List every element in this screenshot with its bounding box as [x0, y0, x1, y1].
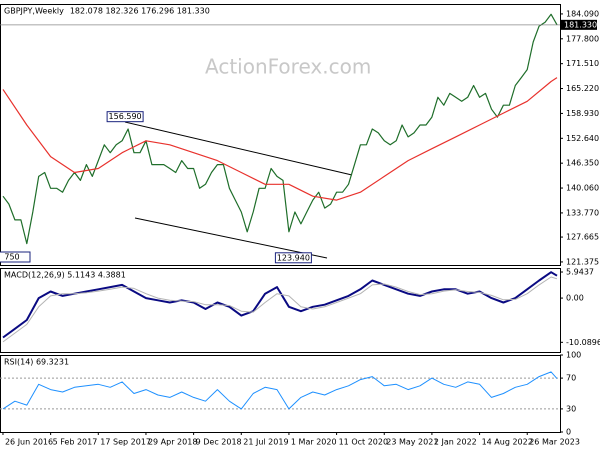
series-line [2, 271, 558, 339]
x-tick-label: 11 Oct 2020 [339, 438, 388, 447]
watermark: ActionForex.com [205, 55, 371, 79]
x-tick-label: 26 Mar 2023 [529, 438, 580, 447]
series-line [2, 371, 558, 410]
last-price-label: 181.330 [564, 20, 597, 29]
series-line [2, 276, 558, 343]
x-tick-label: 14 Aug 2022 [482, 438, 533, 447]
x-tick-label: 29 Apr 2018 [148, 438, 197, 447]
annotation-box [0, 251, 31, 263]
y-tick-label: 184.090 [566, 9, 599, 18]
panel-frame [0, 355, 561, 433]
panel-title: MACD(12,26,9) 5.1143 4.3881 [4, 271, 126, 280]
annotation-label: 750 [4, 253, 19, 262]
y-tick-label: 158.930 [566, 109, 599, 118]
y-tick-label: 5.9437 [566, 268, 594, 277]
y-tick-label: 152.640 [566, 134, 599, 143]
y-tick-label: 100 [566, 351, 581, 360]
x-tick-label: 17 Sep 2017 [100, 438, 151, 447]
panel-subtitle: 182.078 182.326 176.296 181.330 [70, 7, 210, 16]
y-tick-label: 30 [566, 404, 576, 413]
annotation-label: 123.940 [277, 253, 310, 262]
channel-lower [134, 217, 328, 259]
y-tick-label: 146.350 [566, 159, 599, 168]
y-tick-label: 121.375 [566, 257, 599, 266]
panel-title: GBPJPY,Weekly [4, 7, 64, 16]
y-tick-label: 70 [566, 374, 576, 383]
x-tick-label: 21 Jul 2019 [243, 438, 288, 447]
annotation-label: 156.590 [109, 112, 142, 121]
y-tick-label: -10.0896 [566, 338, 600, 347]
channel-upper [124, 121, 353, 176]
y-tick-label: 165.220 [566, 84, 599, 93]
y-tick-label: 0 [566, 428, 571, 437]
last-price-box [561, 19, 597, 30]
panel-title: RSI(14) 69.3231 [4, 358, 69, 367]
x-tick-label: 23 May 2021 [386, 438, 438, 447]
y-tick-label: 140.060 [566, 184, 599, 193]
x-tick-label: 9 Dec 2018 [196, 438, 242, 447]
y-tick-label: 127.665 [566, 233, 599, 242]
annotation-box [106, 111, 144, 123]
panel-frame [0, 4, 561, 266]
x-tick-label: 1 Mar 2020 [291, 438, 337, 447]
y-tick-label: 171.510 [566, 59, 599, 68]
x-tick-label: 5 Feb 2017 [53, 438, 98, 447]
y-tick-label: 133.770 [566, 208, 599, 217]
y-tick-label: 0.00 [566, 294, 584, 303]
x-tick-label: 2 Jan 2022 [434, 438, 477, 447]
x-tick-label: 26 Jun 2016 [5, 438, 53, 447]
series-line [2, 77, 558, 201]
panel-frame [0, 268, 561, 353]
y-tick-label: 177.800 [566, 34, 599, 43]
annotation-box [274, 252, 312, 264]
